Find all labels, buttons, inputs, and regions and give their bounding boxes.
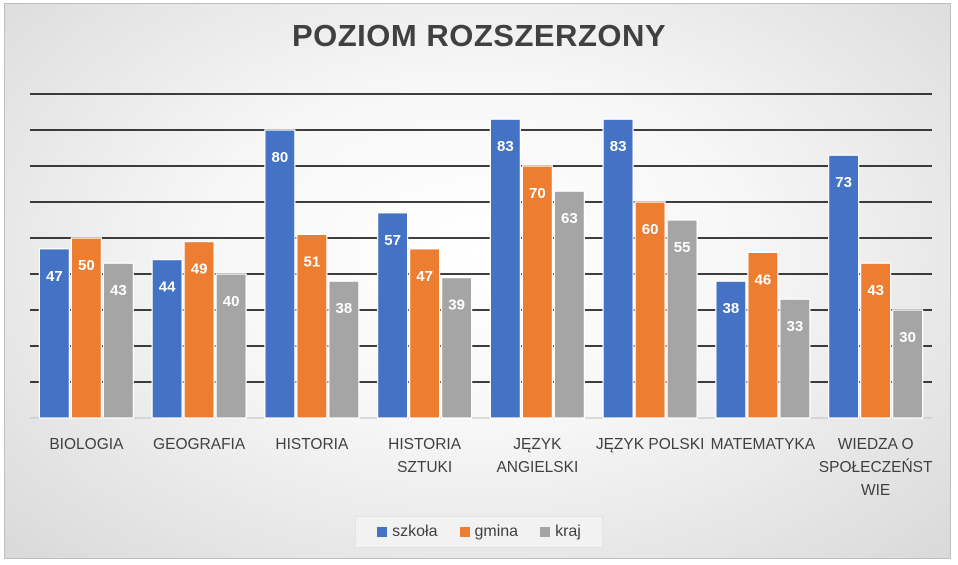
category-label-7-2: WIE [861,482,890,499]
bar-kraj-2 [328,280,360,419]
bar-szkoła-2 [264,129,296,419]
data-label-kraj-7: 30 [899,329,916,346]
bar-gmina-2 [296,233,328,419]
category-label-3-1: SZTUKI [397,459,452,476]
legend-swatch-gmina [459,527,470,537]
data-label-szkoła-6: 38 [723,300,740,317]
legend-label-gmina: gmina [474,523,519,540]
data-label-szkoła-4: 83 [497,138,514,155]
data-label-kraj-3: 39 [448,297,465,314]
bar-gmina-0 [70,237,102,419]
category-label-1-0: GEOGRAFIA [153,436,246,453]
bar-gmina-6 [747,251,779,419]
category-label-6-0: MATEMATYKA [711,436,816,453]
legend-label-kraj: kraj [555,523,581,540]
bar-szkoła-3 [377,212,409,419]
data-label-kraj-2: 38 [336,300,353,317]
data-label-kraj-1: 40 [223,293,240,310]
category-label-4-0: JĘZYK [513,436,562,453]
category-label-4-1: ANGIELSKI [496,459,578,476]
bar-szkoła-6 [715,280,747,419]
data-label-gmina-6: 46 [755,271,772,288]
data-label-gmina-0: 50 [78,257,95,274]
legend-item-kraj: kraj [540,523,581,541]
category-label-7-1: SPOŁECZEŃST [819,459,933,476]
bar-szkoła-5 [602,118,634,419]
data-label-gmina-7: 43 [867,282,884,299]
bar-gmina-3 [409,248,441,419]
data-label-szkoła-0: 47 [46,268,63,285]
data-label-gmina-5: 60 [642,221,659,238]
bar-kraj-7 [892,309,924,419]
bar-kraj-6 [779,298,811,419]
category-label-0-0: BIOLOGIA [49,436,124,453]
data-label-szkoła-3: 57 [384,232,401,249]
data-label-gmina-1: 49 [191,261,208,278]
bar-szkoła-1 [151,259,183,419]
bar-kraj-4 [553,190,585,419]
legend-item-gmina: gmina [459,523,519,541]
category-label-2-0: HISTORIA [275,436,349,453]
bar-kraj-0 [102,262,134,419]
chart-legend: szkoła gmina kraj [355,516,603,548]
category-label-7-0: WIEDZA O [838,436,914,453]
data-label-szkoła-2: 80 [272,149,289,166]
bar-gmina-4 [521,165,553,419]
bar-szkoła-4 [489,118,521,419]
category-label-3-0: HISTORIA [388,436,462,453]
data-label-kraj-5: 55 [674,239,691,256]
bar-gmina-5 [634,201,666,419]
data-label-szkoła-1: 44 [159,279,176,296]
legend-swatch-kraj [540,527,551,537]
data-label-kraj-6: 33 [787,318,804,335]
legend-label-szkola: szkoła [392,523,438,540]
data-label-kraj-4: 63 [561,210,578,227]
data-label-kraj-0: 43 [110,282,127,299]
data-label-gmina-3: 47 [416,268,433,285]
data-label-szkoła-7: 73 [835,174,852,191]
data-label-szkoła-5: 83 [610,138,627,155]
bar-gmina-1 [183,241,215,419]
bar-kraj-3 [441,277,473,419]
bar-kraj-1 [215,273,247,419]
bar-szkoła-7 [828,154,860,419]
bar-gmina-7 [860,262,892,419]
bar-szkoła-0 [38,248,70,419]
category-label-5-0: JĘZYK POLSKI [596,436,705,453]
legend-item-szkola: szkoła [377,523,438,541]
data-label-gmina-2: 51 [304,253,321,270]
chart-title: POZIOM ROZSZERZONY [291,18,667,53]
legend-swatch-szkola [377,527,388,537]
bar-kraj-5 [666,219,698,419]
data-label-gmina-4: 70 [529,185,546,202]
